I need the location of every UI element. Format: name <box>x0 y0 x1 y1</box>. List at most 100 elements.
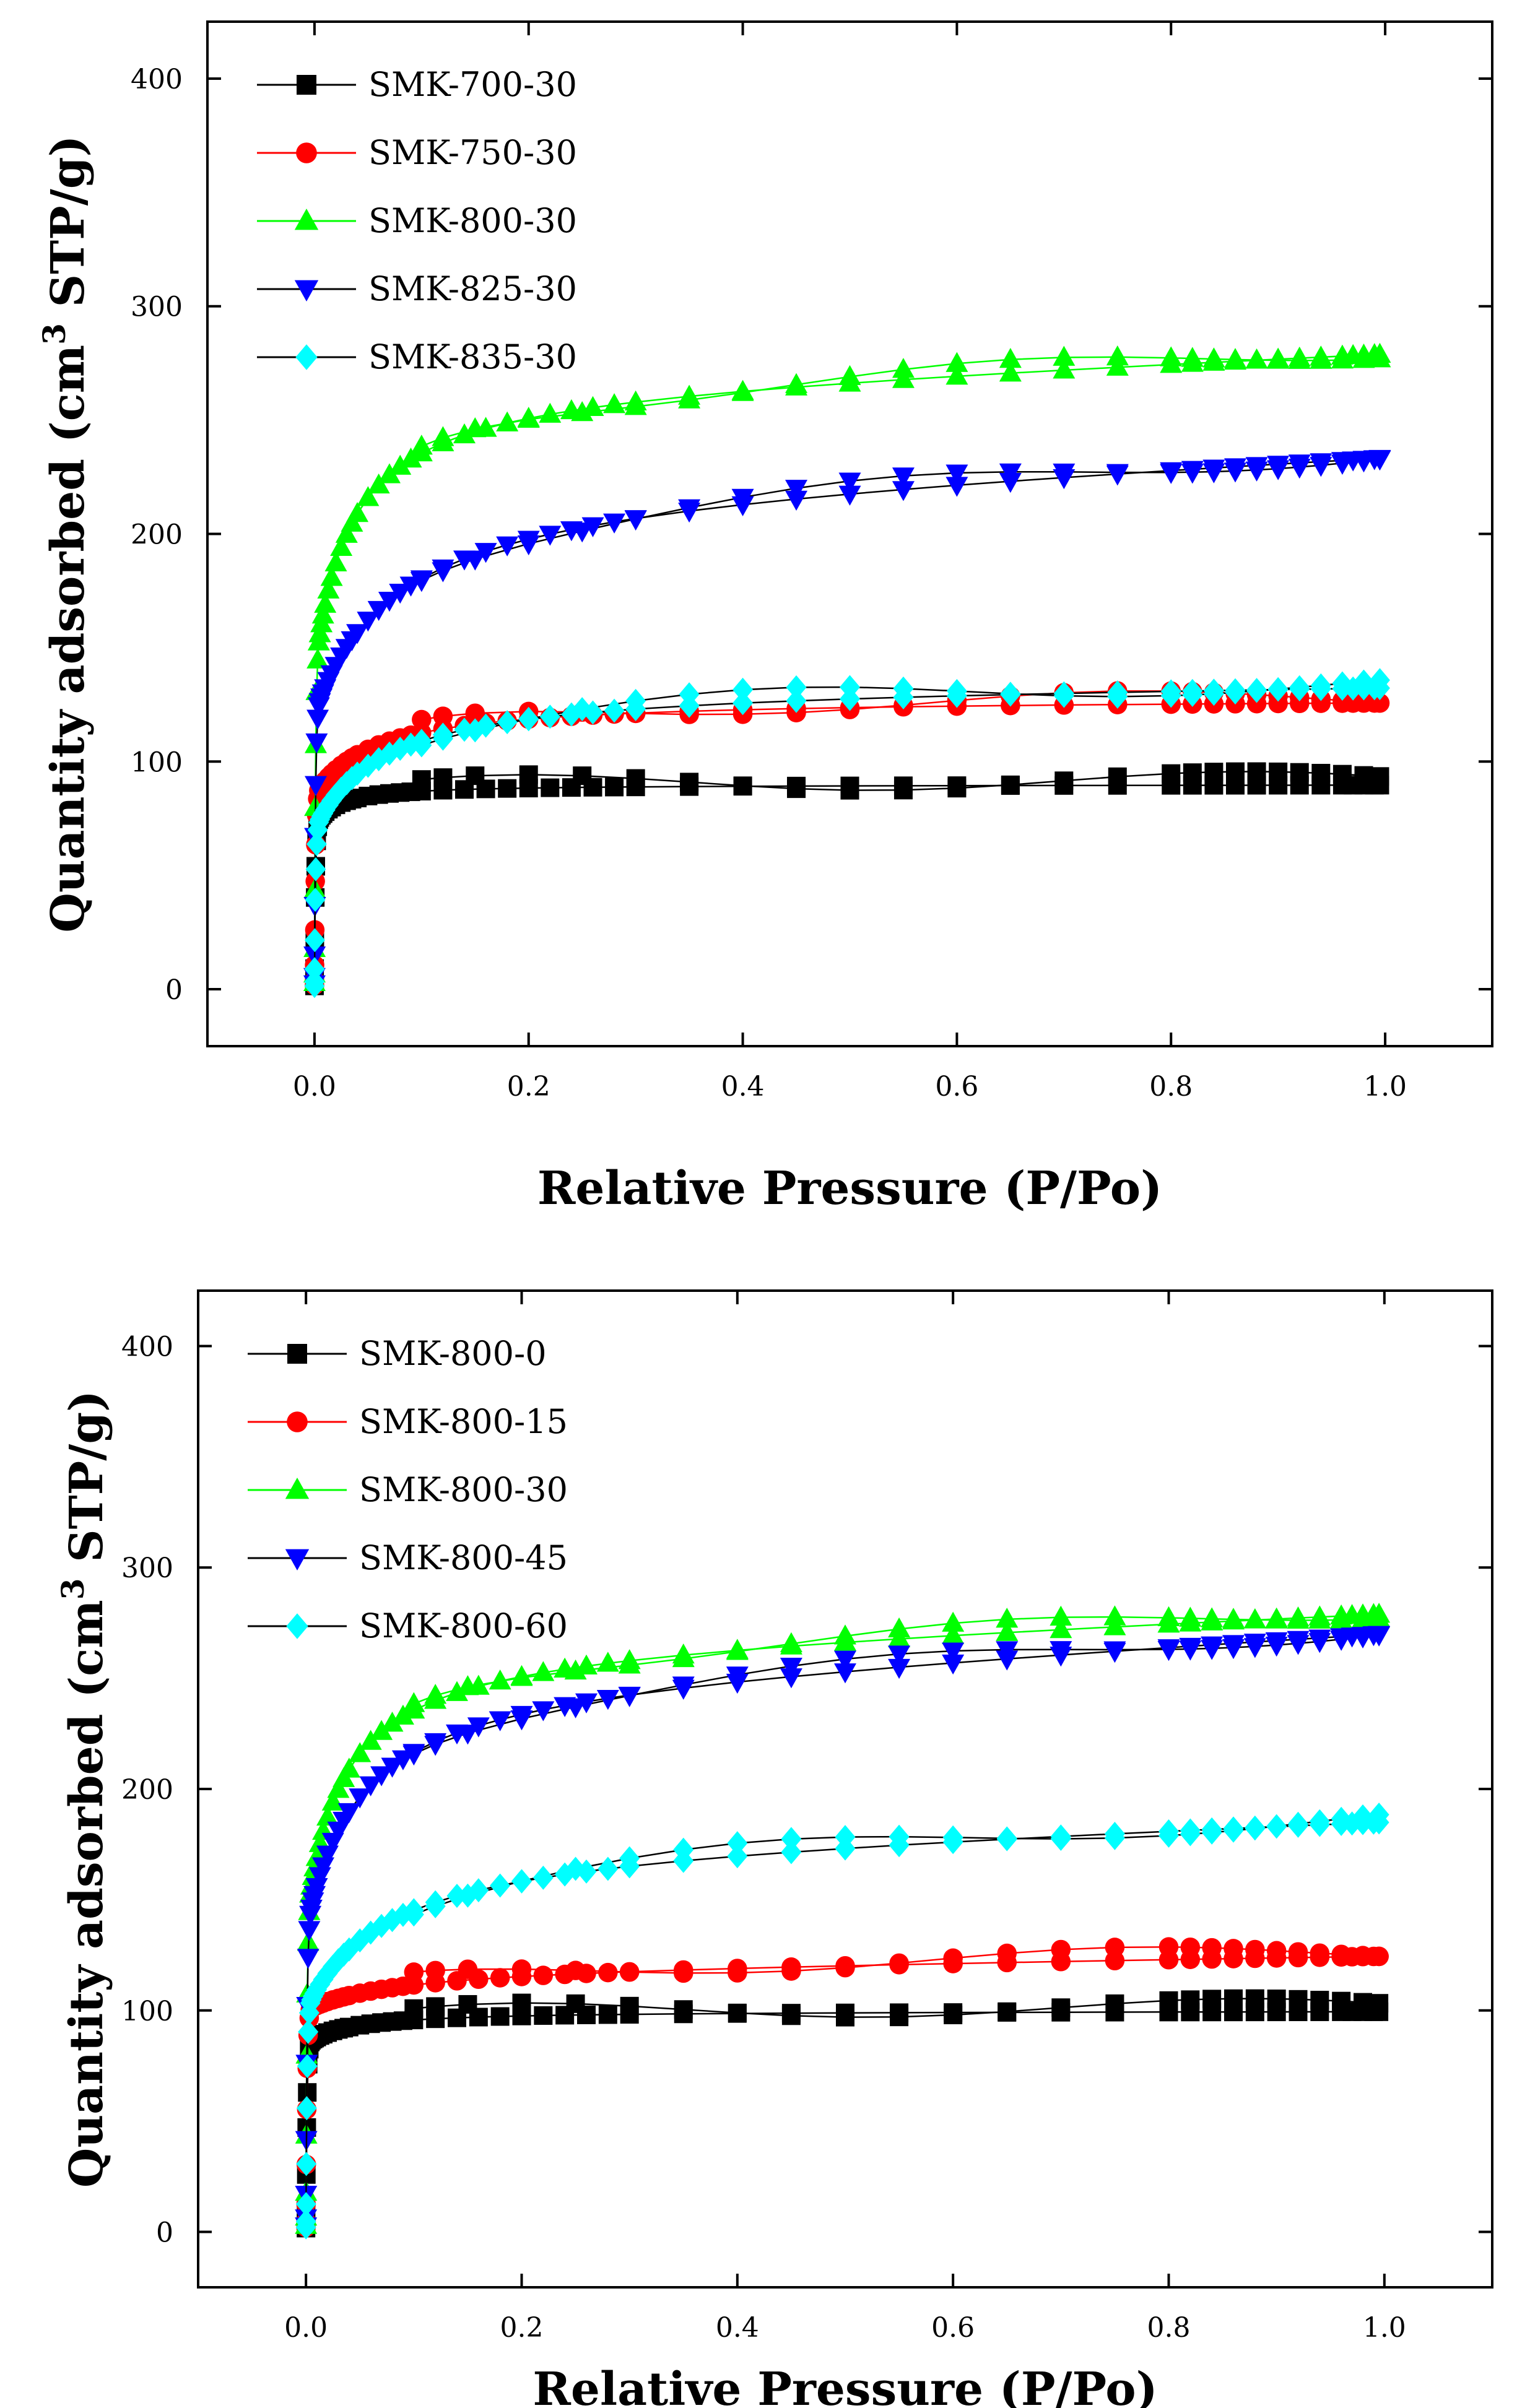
data-point <box>997 1943 1017 1964</box>
x-axis-title: Relative Pressure (P/Po) <box>537 1162 1162 1215</box>
data-point <box>626 769 645 788</box>
data-point <box>532 1701 555 1722</box>
data-point <box>836 2007 854 2027</box>
data-point <box>1309 1809 1330 1834</box>
data-point <box>1368 347 1391 368</box>
data-point <box>1159 1991 1178 2010</box>
legend-item: SMK-800-30 <box>248 1470 568 1509</box>
data-point <box>674 2000 693 2019</box>
data-point <box>314 592 337 613</box>
x-tick-label: 0.0 <box>293 1071 336 1102</box>
data-point <box>1310 673 1331 698</box>
data-point <box>1243 1608 1266 1629</box>
legend-marker <box>287 1411 308 1432</box>
data-point <box>389 584 412 604</box>
y-axis-title: Quantity adsorbed (cm3 STP/g) <box>54 1390 113 2188</box>
data-point <box>404 1962 424 1982</box>
data-point <box>327 1778 350 1798</box>
legend-marker <box>295 344 318 370</box>
data-point <box>1331 349 1354 369</box>
data-point <box>1247 762 1266 781</box>
legend-item: SMK-835-30 <box>257 337 577 376</box>
data-point <box>346 624 369 644</box>
data-point <box>337 1757 360 1778</box>
data-point <box>678 499 701 519</box>
data-point <box>564 1698 587 1718</box>
data-point <box>381 1712 404 1732</box>
data-point <box>402 1745 425 1766</box>
data-point <box>787 779 806 799</box>
chart-top: 0.0 0.2 0.4 0.6 0.8 1.0 0 100 200 300 400 Relative … <box>36 20 1493 1215</box>
data-point <box>457 1883 478 1908</box>
data-point <box>942 1624 965 1644</box>
data-point <box>618 1687 641 1707</box>
data-point <box>389 454 412 475</box>
y-tick-label: 0 <box>156 2217 173 2249</box>
data-point <box>565 1960 586 1980</box>
data-point <box>1245 1816 1266 1841</box>
adsorption-line <box>313 784 1380 986</box>
legend-label: SMK-825-30 <box>368 269 577 308</box>
data-point <box>892 467 915 488</box>
data-point <box>316 1805 339 1826</box>
data-point <box>680 773 699 792</box>
data-point <box>888 1645 911 1666</box>
data-point <box>1354 766 1373 785</box>
data-point <box>1108 767 1127 786</box>
data-point <box>1051 1998 1071 2017</box>
data-point <box>321 1790 344 1811</box>
data-point <box>1288 1811 1308 1836</box>
data-point <box>840 675 860 699</box>
legend-marker <box>285 1549 310 1570</box>
data-point <box>1105 1994 1124 2013</box>
data-point <box>402 1692 425 1712</box>
data-point <box>1203 682 1224 706</box>
data-point <box>1180 1822 1201 1847</box>
data-point <box>625 688 646 713</box>
legend-label: SMK-800-15 <box>359 1402 568 1441</box>
data-point <box>1158 1937 1179 1957</box>
data-point <box>456 1675 479 1696</box>
data-point <box>942 1654 965 1675</box>
data-point <box>424 1736 447 1756</box>
data-point <box>999 463 1022 483</box>
data-point <box>780 1658 802 1678</box>
data-point <box>785 373 808 393</box>
data-point <box>305 1877 328 1899</box>
data-point <box>324 551 347 571</box>
data-point <box>381 1757 404 1778</box>
data-point <box>1245 1939 1265 1960</box>
legend-label: SMK-800-30 <box>368 201 577 240</box>
data-point <box>566 1994 585 2013</box>
data-point <box>888 1617 911 1638</box>
legend-item: SMK-800-0 <box>248 1334 547 1373</box>
data-point <box>672 1676 695 1697</box>
data-point <box>305 857 326 881</box>
data-point <box>1224 462 1246 483</box>
data-point <box>490 1968 510 1988</box>
data-point <box>306 709 329 730</box>
x-tick-label: 1.0 <box>1363 2312 1406 2344</box>
data-point <box>786 675 807 699</box>
x-tick-label: 0.2 <box>500 2312 544 2344</box>
series-3 <box>303 342 1391 991</box>
data-point <box>425 1894 446 1918</box>
data-point <box>464 718 485 743</box>
data-point <box>1000 682 1021 706</box>
series-2 <box>296 1937 1389 2238</box>
data-point <box>304 776 327 796</box>
data-point <box>1287 1608 1310 1629</box>
data-point <box>945 352 968 372</box>
legend-label: SMK-800-30 <box>359 1470 568 1509</box>
data-point <box>304 969 325 994</box>
data-point <box>619 1962 640 1982</box>
x-tick-label: 0.4 <box>721 1071 765 1102</box>
y-axis-title: Quantity adsorbed (cm3 STP/g) <box>36 135 95 932</box>
data-point <box>1179 1640 1202 1661</box>
data-point <box>1103 1605 1126 1626</box>
data-point <box>1288 459 1311 479</box>
data-point <box>541 778 560 797</box>
data-point <box>1354 1993 1372 2012</box>
data-point <box>605 777 624 797</box>
